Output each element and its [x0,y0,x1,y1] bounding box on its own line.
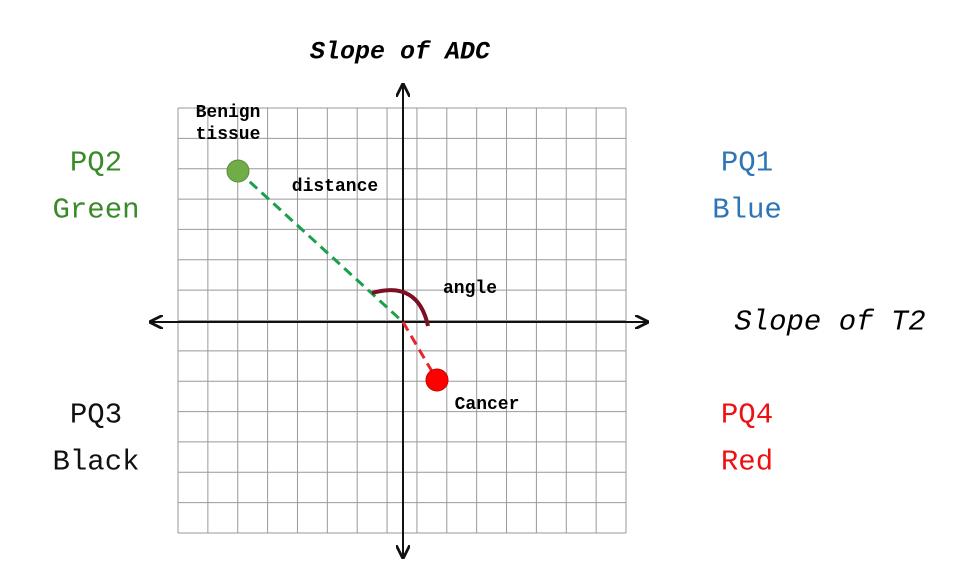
quadrant-color: Black [52,446,139,479]
point-label: Benign [196,103,261,123]
quadrant-color: Green [52,194,139,227]
quadrant-name: PQ2 [70,147,122,180]
cancer-point [425,368,449,392]
x-axis-label: Slope of T2 [734,306,925,339]
quadrant-name: PQ4 [721,399,773,432]
quadrant-name: PQ1 [721,147,773,180]
angle-arc [371,288,430,327]
point-label: tissue [196,125,261,145]
quadrant-color: Red [721,446,773,479]
distance-label: distance [292,177,378,197]
point-label: Cancer [455,395,520,415]
distance-line [236,169,405,324]
y-axis-label: Slope of ADC [310,38,491,67]
angle-label: angle [443,279,497,299]
quadrant-name: PQ3 [70,399,122,432]
quadrant-color: Blue [712,194,782,227]
benign-point [226,159,250,183]
